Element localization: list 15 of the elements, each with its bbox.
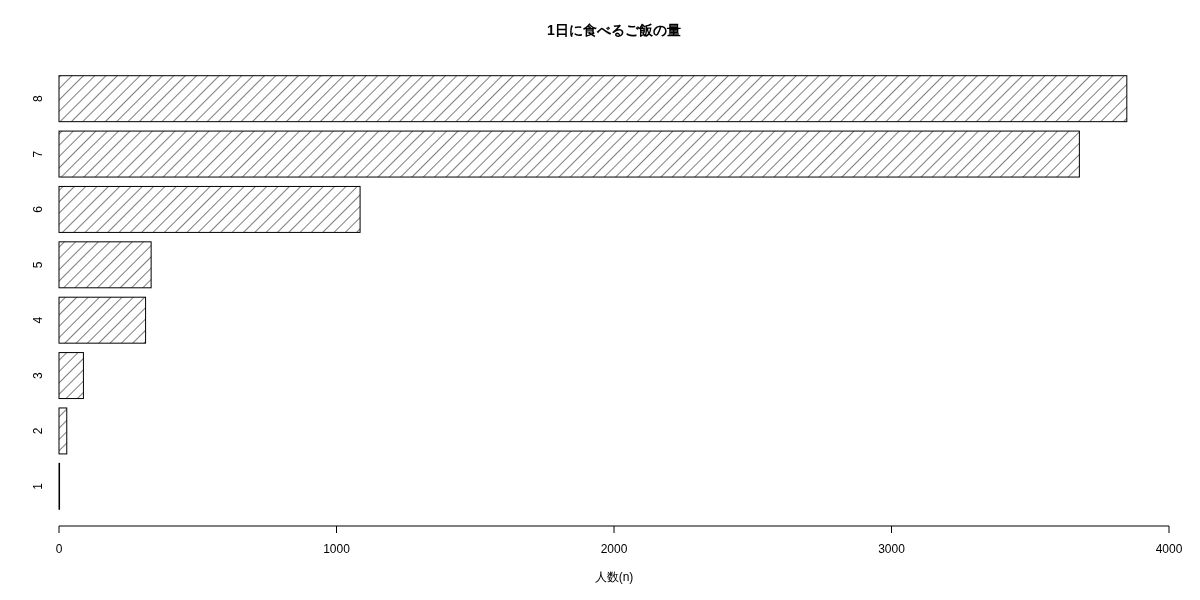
y-tick-label: 2 bbox=[31, 427, 46, 435]
y-tick-label: 1 bbox=[31, 482, 46, 490]
x-tick-label: 3000 bbox=[878, 542, 906, 556]
y-tick-label: 7 bbox=[31, 150, 46, 158]
x-tick-label: 0 bbox=[55, 542, 63, 556]
y-tick-label: 3 bbox=[31, 371, 46, 379]
chart-title: 1日に食べるご飯の量 bbox=[547, 22, 681, 38]
x-axis-title: 人数(n) bbox=[594, 570, 634, 584]
y-tick-label: 8 bbox=[31, 95, 46, 103]
x-tick-label: 1000 bbox=[323, 542, 351, 556]
x-tick-label: 4000 bbox=[1155, 542, 1183, 556]
y-tick-label: 5 bbox=[31, 261, 46, 269]
x-tick-label: 2000 bbox=[600, 542, 628, 556]
y-tick-label: 4 bbox=[31, 316, 46, 324]
y-tick-label: 6 bbox=[31, 205, 46, 213]
